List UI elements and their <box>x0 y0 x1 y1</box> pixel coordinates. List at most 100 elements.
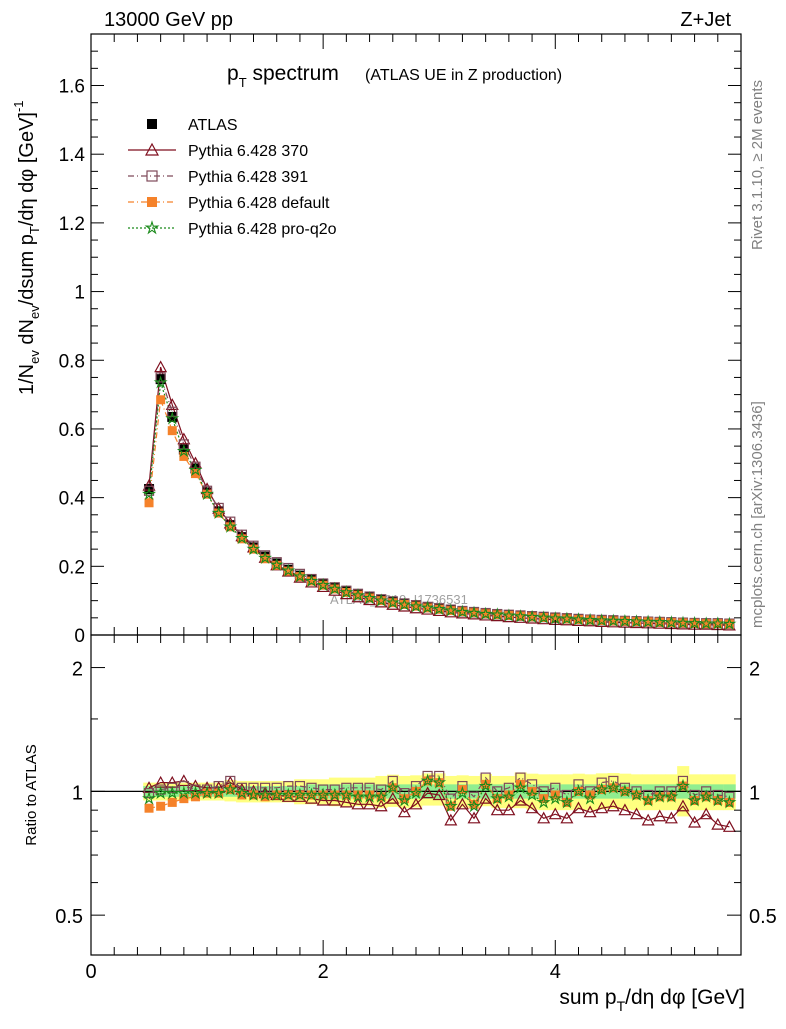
ratio-point-0-38 <box>583 805 597 818</box>
ratio-point-3-18 <box>350 789 366 803</box>
point-4-8 <box>234 530 249 545</box>
ratio-point-3-42 <box>629 787 644 801</box>
ratio-point-3-46 <box>675 778 690 793</box>
ratio-point-0-37 <box>571 801 586 814</box>
ratio-point-3-11 <box>269 787 284 801</box>
point-3-6 <box>214 508 224 518</box>
ratio-point-0-20 <box>374 799 388 812</box>
point-1-2 <box>165 398 179 411</box>
point-4-37 <box>571 612 586 626</box>
main-ytick-label-5: 1 <box>74 283 85 304</box>
point-3-41 <box>620 616 630 626</box>
point-4-2 <box>165 411 180 425</box>
ratio-point-2-0 <box>144 803 154 813</box>
ratio-point-2-5 <box>202 788 212 798</box>
ratio-point-2-18 <box>353 790 363 800</box>
point-3-39 <box>597 616 607 626</box>
point-3-16 <box>330 584 340 594</box>
ratio-point-2-20 <box>376 792 386 802</box>
ratio-ytick-label-2: 2 <box>72 659 83 681</box>
ratio-point-2-29 <box>481 779 491 789</box>
point-0-2 <box>167 411 178 422</box>
point-4-20 <box>374 593 389 607</box>
ratio-point-2-43 <box>643 796 653 806</box>
ratio-point-3-16 <box>327 787 342 801</box>
ratio-point-3-40 <box>606 780 621 794</box>
ratio-point-2-1 <box>156 801 166 811</box>
ratio-point-2-28 <box>469 799 479 809</box>
ratio-point-2-30 <box>492 794 502 804</box>
point-4-13 <box>292 569 308 583</box>
point-4-41 <box>617 613 632 628</box>
point-3-2 <box>167 426 177 436</box>
main-y-axis-label: 1/Nev dNev/dsum pT/dη dφ [GeV]-1 <box>11 100 42 395</box>
point-4-24 <box>420 600 435 614</box>
point-4-33 <box>525 609 540 624</box>
ratio-point-3-50 <box>722 795 737 809</box>
point-4-36 <box>559 611 574 625</box>
point-4-44 <box>652 614 667 629</box>
point-3-3 <box>179 451 189 461</box>
ratio-point-0-41 <box>618 803 632 816</box>
ratio-point-3-8 <box>234 785 249 800</box>
point-3-34 <box>539 612 549 622</box>
svg-text:pT spectrum: pT spectrum <box>227 62 339 90</box>
point-3-28 <box>469 608 479 618</box>
ratio-point-2-26 <box>446 801 456 811</box>
ratio-point-3-48 <box>699 789 714 803</box>
ratio-point-3-20 <box>374 789 389 803</box>
ratio-point-3-32 <box>513 780 528 794</box>
point-4-47 <box>687 615 702 630</box>
point-4-25 <box>432 601 447 616</box>
ratio-point-3-1 <box>153 785 168 800</box>
ratio-ytick-label-1: 1 <box>72 782 83 804</box>
ratio-point-2-2 <box>167 797 177 807</box>
legend-marker-2 <box>146 170 158 182</box>
ratio-point-3-44 <box>652 789 667 803</box>
legend-label-2: Pythia 6.428 391 <box>188 169 308 186</box>
point-3-13 <box>295 572 305 582</box>
legend-label-4: Pythia 6.428 pro-q2o <box>188 221 337 238</box>
ratio-point-0-3 <box>177 774 191 787</box>
main-ytick-label-1: 0.2 <box>59 557 85 578</box>
ratio-point-2-44 <box>655 792 665 802</box>
ratio-point-3-0 <box>142 791 157 805</box>
point-1-1 <box>154 360 168 373</box>
point-3-38 <box>585 615 595 625</box>
point-3-44 <box>655 617 665 627</box>
ratio-point-1-3 <box>178 780 189 792</box>
ratio-point-3-39 <box>594 782 609 796</box>
point-3-33 <box>527 612 537 622</box>
point-4-27 <box>455 604 470 618</box>
ratio-point-3-22 <box>397 793 412 807</box>
point-4-26 <box>443 603 458 617</box>
ratio-point-2-32 <box>515 779 525 789</box>
ratio-point-0-36 <box>560 811 574 824</box>
ratio-point-3-12 <box>281 787 296 801</box>
plot-subtitle: (ATLAS UE in Z production) <box>365 67 562 84</box>
process-label: Z+Jet <box>680 9 731 31</box>
legend-label-0: ATLAS <box>188 117 238 134</box>
ratio-point-1-1 <box>155 784 166 795</box>
ratio-xtick-label-0: 0 <box>85 961 96 983</box>
legend-label-3: Pythia 6.428 default <box>188 195 330 212</box>
ratio-ytick-label-right-2: 2 <box>749 659 760 681</box>
ratio-point-3-2 <box>165 785 180 800</box>
ratio-point-3-43 <box>641 793 656 807</box>
point-4-5 <box>199 486 215 501</box>
legend-marker-3 <box>147 197 157 207</box>
main-ytick-label-7: 1.4 <box>59 145 86 166</box>
point-4-43 <box>641 614 656 628</box>
point-4-17 <box>339 584 354 599</box>
ratio-point-3-36 <box>559 795 574 809</box>
point-3-21 <box>388 598 398 608</box>
ratio-point-3-29 <box>478 778 493 793</box>
point-4-16 <box>327 581 342 595</box>
point-2-1 <box>155 372 166 383</box>
point-3-22 <box>399 599 409 609</box>
ratio-point-2-6 <box>214 788 224 798</box>
ratio-point-0-42 <box>630 807 644 820</box>
point-3-17 <box>341 587 351 597</box>
ratio-point-0-23 <box>409 797 423 810</box>
